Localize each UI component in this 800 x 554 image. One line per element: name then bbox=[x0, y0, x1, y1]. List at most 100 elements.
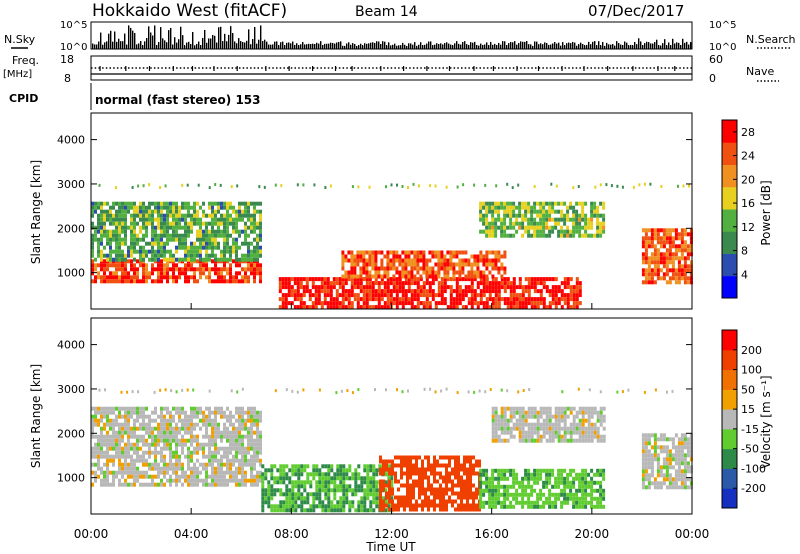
nsky-bar bbox=[418, 44, 420, 49]
heatmap-cell bbox=[235, 271, 238, 276]
heatmap-cell bbox=[506, 468, 510, 473]
heatmap-cell bbox=[341, 277, 345, 282]
heatmap-cell bbox=[297, 504, 301, 509]
heatmap-cell bbox=[677, 244, 681, 249]
heatmap-cell bbox=[330, 500, 334, 505]
heatmap-cell bbox=[443, 301, 447, 306]
nsearch-point bbox=[438, 45, 440, 47]
heatmap-cell bbox=[566, 472, 570, 477]
heatmap-cell bbox=[217, 470, 220, 475]
heatmap-cell bbox=[130, 406, 133, 411]
heatmap-cell bbox=[563, 201, 567, 206]
heatmap-cell bbox=[575, 504, 579, 509]
heatmap-cell bbox=[244, 201, 247, 206]
heatmap-cell bbox=[686, 264, 690, 269]
heatmap-cell bbox=[181, 482, 184, 487]
heatmap-cell bbox=[395, 285, 399, 290]
heatmap-cell bbox=[130, 267, 133, 272]
heatmap-cell bbox=[418, 483, 421, 488]
heatmap-cell bbox=[515, 213, 519, 218]
heatmap-cell bbox=[347, 250, 351, 255]
heatmap-cell bbox=[121, 446, 124, 451]
heatmap-cell bbox=[336, 500, 340, 505]
heatmap-cell bbox=[333, 504, 337, 509]
heatmap-cell bbox=[121, 434, 124, 439]
heatmap-cell bbox=[196, 466, 199, 471]
heatmap-cell bbox=[473, 297, 477, 302]
heatmap-cell bbox=[241, 410, 244, 415]
heatmap-cell bbox=[205, 478, 208, 483]
heatmap-cell bbox=[515, 301, 519, 306]
heatmap-cell bbox=[491, 297, 495, 302]
heatmap-cell bbox=[294, 500, 298, 505]
heatmap-cell bbox=[509, 217, 513, 222]
heatmap-cell bbox=[157, 414, 160, 419]
heatmap-cell bbox=[299, 297, 303, 302]
heatmap-cell bbox=[136, 233, 139, 238]
heatmap-cell bbox=[391, 491, 394, 496]
heatmap-cell bbox=[406, 471, 409, 476]
heatmap-cell bbox=[160, 225, 163, 230]
heatmap-cell bbox=[563, 488, 567, 493]
nsearch-point bbox=[320, 45, 322, 47]
heatmap-cell bbox=[350, 262, 354, 267]
heatmap-cell bbox=[397, 503, 400, 508]
heatmap-cell bbox=[324, 464, 328, 469]
heatmap-cell bbox=[469, 503, 472, 508]
heatmap-cell bbox=[412, 463, 415, 468]
heatmap-cell bbox=[578, 293, 582, 298]
heatmap-cell bbox=[115, 414, 118, 419]
heatmap-cell bbox=[327, 468, 331, 473]
heatmap-cell bbox=[445, 455, 448, 460]
heatmap-cell bbox=[348, 484, 352, 489]
heatmap-cell bbox=[250, 458, 253, 463]
heatmap-cell bbox=[296, 285, 300, 290]
heatmap-cell bbox=[106, 430, 109, 435]
heatmap-cell bbox=[300, 472, 304, 477]
heatmap-cell bbox=[491, 229, 495, 234]
heatmap-cell bbox=[136, 478, 139, 483]
heatmap-cell bbox=[596, 209, 600, 214]
heatmap-cell bbox=[130, 241, 133, 246]
heatmap-cell bbox=[169, 225, 172, 230]
heatmap-cell bbox=[371, 297, 375, 302]
heatmap-cell bbox=[475, 471, 478, 476]
heatmap-cell bbox=[342, 464, 346, 469]
heatmap-cell bbox=[392, 254, 396, 259]
heatmap-cell bbox=[509, 406, 513, 411]
heatmap-cell bbox=[118, 426, 121, 431]
heatmap-cell bbox=[133, 271, 136, 276]
heatmap-cell bbox=[118, 249, 121, 254]
heatmap-cell bbox=[503, 476, 507, 481]
nsearch-point bbox=[402, 45, 404, 47]
heatmap-cell bbox=[208, 271, 211, 276]
heatmap-cell bbox=[178, 410, 181, 415]
heatmap-cell bbox=[142, 426, 145, 431]
heatmap-cell bbox=[569, 480, 573, 485]
heatmap-cell bbox=[145, 263, 148, 268]
heatmap-cell bbox=[278, 285, 282, 290]
heatmap-cell bbox=[365, 289, 369, 294]
heatmap-cell bbox=[264, 472, 268, 477]
heatmap-cell bbox=[300, 480, 304, 485]
heatmap-cell bbox=[321, 500, 325, 505]
heatmap-cell bbox=[440, 254, 444, 259]
heatmap-cell bbox=[575, 277, 579, 282]
heatmap-cell bbox=[371, 254, 375, 259]
heatmap-cell bbox=[178, 217, 181, 222]
heatmap-cell bbox=[109, 279, 112, 284]
heatmap-cell bbox=[665, 252, 669, 257]
heatmap-cell bbox=[130, 462, 133, 467]
heatmap-cell bbox=[306, 476, 310, 481]
heatmap-cell bbox=[211, 217, 214, 222]
heatmap-cell bbox=[226, 201, 229, 206]
heatmap-cell bbox=[106, 454, 109, 459]
heatmap-cell bbox=[422, 262, 426, 267]
nsky-bar bbox=[356, 45, 358, 49]
heatmap-cell bbox=[488, 205, 492, 210]
heatmap-cell bbox=[148, 241, 151, 246]
heatmap-cell bbox=[653, 248, 657, 253]
heatmap-cell bbox=[575, 301, 579, 306]
heatmap-cell bbox=[124, 414, 127, 419]
nsky-bar bbox=[230, 26, 232, 49]
